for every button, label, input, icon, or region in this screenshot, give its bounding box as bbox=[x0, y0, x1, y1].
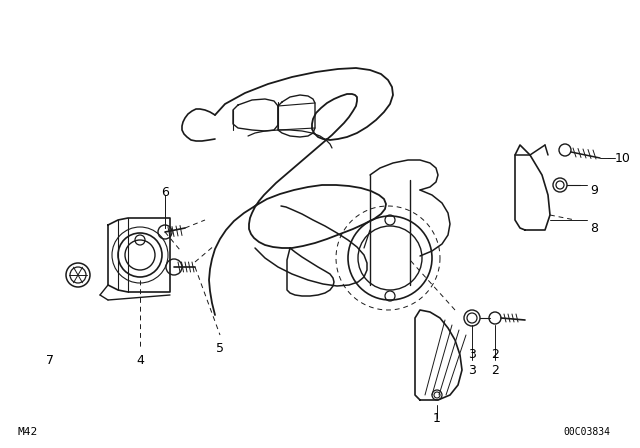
Text: 2: 2 bbox=[491, 363, 499, 376]
Text: 3: 3 bbox=[468, 349, 476, 362]
Text: 10: 10 bbox=[615, 151, 631, 164]
Text: 6: 6 bbox=[161, 185, 169, 198]
Text: 00C03834: 00C03834 bbox=[563, 427, 610, 437]
Text: 1: 1 bbox=[433, 412, 441, 425]
Text: 4: 4 bbox=[136, 353, 144, 366]
Text: M42: M42 bbox=[18, 427, 38, 437]
Text: 9: 9 bbox=[590, 184, 598, 197]
Text: 3: 3 bbox=[468, 363, 476, 376]
Text: 7: 7 bbox=[46, 353, 54, 366]
Text: 5: 5 bbox=[216, 341, 224, 354]
Text: 2: 2 bbox=[491, 349, 499, 362]
Text: 8: 8 bbox=[590, 221, 598, 234]
